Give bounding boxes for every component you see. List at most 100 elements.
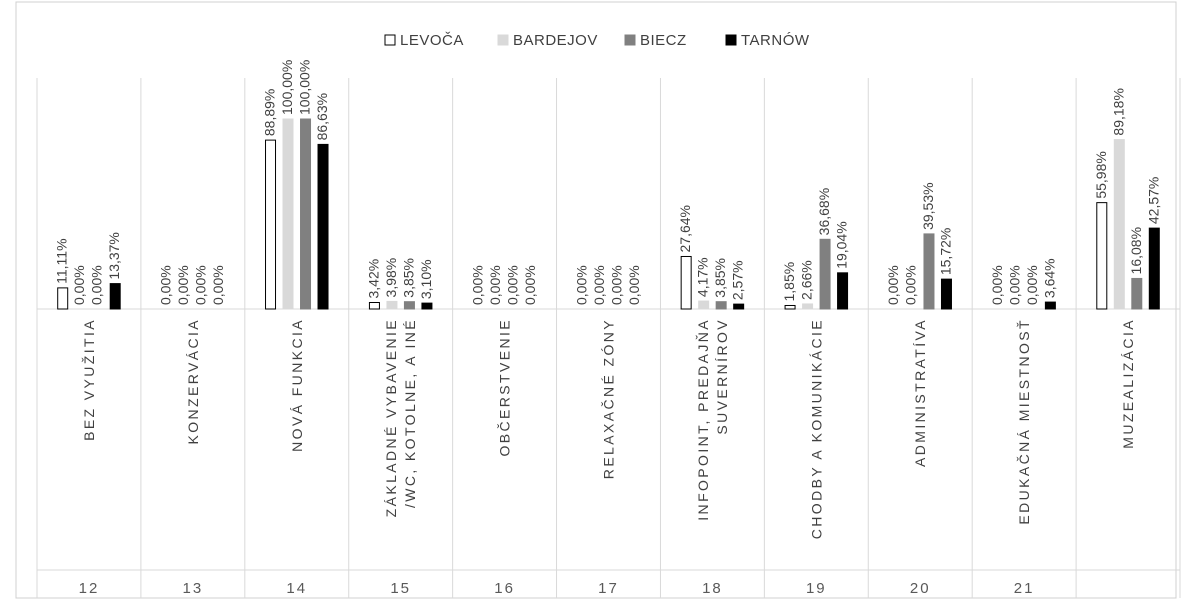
- data-label: 0,00%: [522, 265, 538, 305]
- bar: [300, 118, 312, 310]
- category-number: 21: [1014, 580, 1035, 597]
- legend-label: TARNÓW: [741, 32, 810, 49]
- category-number: 17: [598, 580, 619, 597]
- data-label: 11,11%: [54, 238, 70, 283]
- bar: [386, 300, 398, 310]
- bar: [1044, 301, 1056, 310]
- legend-swatch: [384, 34, 396, 46]
- data-label: 100,00%: [297, 60, 313, 115]
- category-number: 15: [390, 580, 411, 597]
- data-label: 3,64%: [1041, 258, 1057, 298]
- legend-swatch: [624, 34, 636, 46]
- data-label: 3,98%: [383, 258, 399, 298]
- data-label: 39,53%: [920, 182, 936, 229]
- bar: [109, 283, 121, 310]
- bar: [680, 255, 692, 310]
- bar: [1113, 139, 1125, 310]
- bar: [923, 233, 935, 310]
- data-label: 0,00%: [902, 265, 918, 305]
- data-label: 0,00%: [885, 265, 901, 305]
- category-label: EDUKAČNÁ MIESTNOSŤ: [1016, 318, 1032, 525]
- legend-label: BIECZ: [640, 32, 687, 49]
- data-label: 0,00%: [89, 265, 105, 305]
- data-label: 3,42%: [365, 259, 381, 299]
- data-label: 2,57%: [730, 260, 746, 300]
- category-number: 20: [910, 580, 931, 597]
- data-label: 13,37%: [106, 232, 122, 279]
- data-label: 27,64%: [677, 205, 693, 252]
- bar: [837, 272, 849, 310]
- bar: [733, 303, 745, 310]
- category-label: MUZEALIZÁCIA: [1120, 318, 1136, 449]
- data-label: 0,00%: [573, 265, 589, 305]
- data-label: 42,57%: [1145, 177, 1161, 224]
- legend-label: LEVOČA: [400, 32, 464, 49]
- data-label: 0,00%: [989, 265, 1005, 305]
- legend-item: TARNÓW: [725, 32, 810, 49]
- category-label: ZÁKLADNÉ VYBAVENIE: [383, 318, 399, 517]
- bar: [1148, 227, 1160, 310]
- data-label: 4,17%: [695, 257, 711, 297]
- bar: [1131, 277, 1143, 310]
- data-label: 89,18%: [1110, 88, 1126, 135]
- chart-border: [15, 1, 1177, 599]
- category-number: 12: [79, 580, 100, 597]
- data-label: 19,04%: [834, 221, 850, 268]
- data-label: 16,08%: [1128, 227, 1144, 274]
- data-label: 0,00%: [193, 265, 209, 305]
- category-label: KONZERVÁCIA: [185, 318, 201, 445]
- data-label: 0,00%: [1006, 265, 1022, 305]
- category-number: 13: [183, 580, 204, 597]
- data-label: 0,00%: [158, 265, 174, 305]
- category-label: RELAXAČNÉ ZÓNY: [601, 318, 617, 479]
- data-label: 0,00%: [591, 265, 607, 305]
- data-label: 0,00%: [487, 265, 503, 305]
- category-label: INFOPOINT, PREDAJŇA: [695, 318, 711, 521]
- category-label: /WC, KOTOLNE, A INÉ: [402, 318, 418, 508]
- legend-item: BARDEJOV: [497, 32, 598, 49]
- category-label: BEZ VYUŽITIA: [81, 318, 97, 441]
- data-label: 15,72%: [937, 228, 953, 275]
- data-label: 0,00%: [175, 265, 191, 305]
- data-label: 2,66%: [799, 260, 815, 300]
- category-number: 19: [806, 580, 827, 597]
- data-label: 3,10%: [418, 259, 434, 299]
- data-label: 0,00%: [608, 265, 624, 305]
- legend-swatch: [497, 34, 509, 46]
- bar: [265, 139, 277, 310]
- data-label: 55,98%: [1093, 151, 1109, 198]
- data-label: 0,00%: [626, 265, 642, 305]
- category-label: ADMINISTRATÍVA: [912, 318, 928, 467]
- data-label: 0,00%: [210, 265, 226, 305]
- category-label: SUVERNÍROV: [714, 318, 730, 435]
- bar: [784, 304, 796, 310]
- data-label: 36,68%: [816, 188, 832, 235]
- data-label: 0,00%: [1024, 265, 1040, 305]
- bar: [1096, 202, 1108, 310]
- data-label: 3,85%: [712, 258, 728, 298]
- category-number: 14: [286, 580, 307, 597]
- data-label: 1,85%: [781, 262, 797, 302]
- category-number: 18: [702, 580, 723, 597]
- legend-item: BIECZ: [624, 32, 687, 49]
- category-label: OBČERSTVENIE: [497, 318, 513, 457]
- category-label: CHODBY A KOMUNIKÁCIE: [808, 318, 824, 539]
- bar: [403, 301, 415, 310]
- data-label: 100,00%: [279, 60, 295, 115]
- legend-item: LEVOČA: [384, 32, 464, 49]
- bar: [57, 287, 69, 310]
- bar: [282, 118, 294, 310]
- data-label: 88,89%: [262, 89, 278, 136]
- bar: [317, 143, 329, 310]
- category-label: NOVÁ FUNKCIA: [289, 318, 305, 452]
- bar: [940, 278, 952, 310]
- bar: [698, 300, 710, 310]
- legend-swatch: [725, 34, 737, 46]
- bar: [802, 303, 814, 310]
- legend-label: BARDEJOV: [513, 32, 598, 49]
- data-label: 0,00%: [71, 265, 87, 305]
- bar: [819, 238, 831, 310]
- bar: [368, 302, 380, 310]
- bar: [715, 301, 727, 310]
